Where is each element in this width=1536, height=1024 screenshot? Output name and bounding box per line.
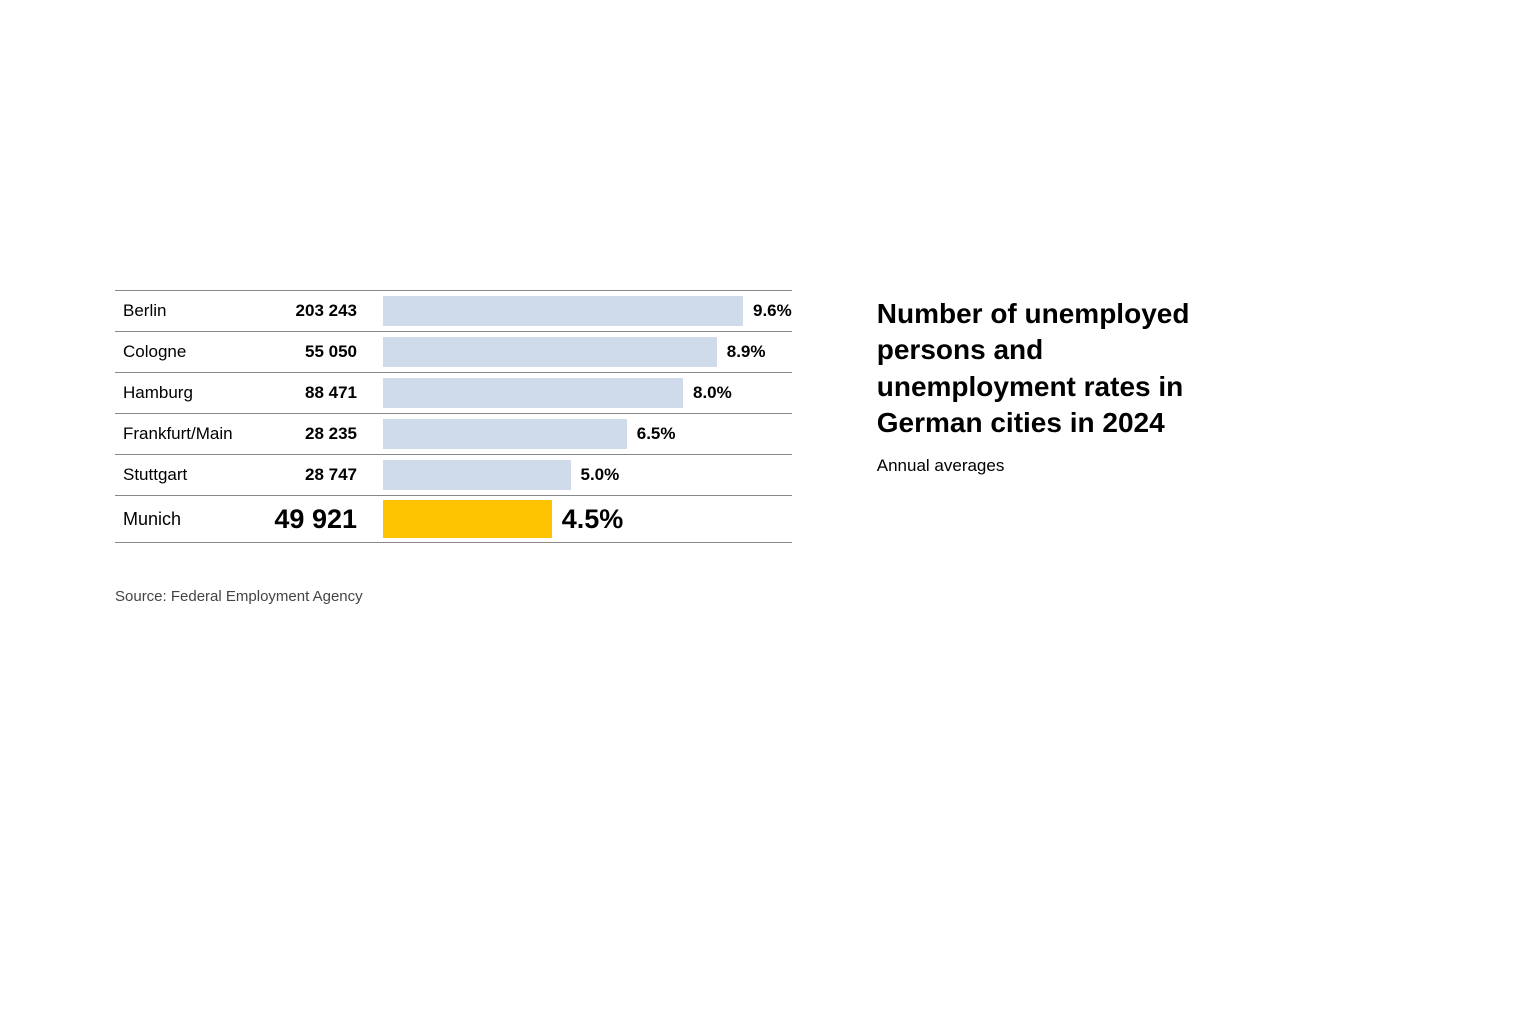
bar-cell: 5.0% — [365, 460, 619, 490]
bar — [383, 378, 683, 408]
bar-cell: 4.5% — [365, 500, 623, 538]
table-row: Berlin203 243 9.6% — [115, 290, 792, 331]
city-label: Stuttgart — [115, 465, 255, 485]
bar-cell: 8.9% — [365, 337, 766, 367]
table-row: Cologne55 050 8.9% — [115, 331, 792, 372]
count-value: 88 471 — [255, 383, 365, 403]
chart-container: Berlin203 243 9.6% Cologne55 050 8.9% Hambur… — [115, 290, 1227, 543]
table-row: Munich49 921 4.5% — [115, 495, 792, 543]
chart-subtitle: Annual averages — [877, 456, 1227, 476]
pct-label: 6.5% — [627, 424, 676, 444]
bar — [383, 419, 627, 449]
bar-chart: Berlin203 243 9.6% Cologne55 050 8.9% Hambur… — [115, 290, 792, 543]
city-label: Frankfurt/Main — [115, 424, 255, 444]
count-value: 28 235 — [255, 424, 365, 444]
city-label: Cologne — [115, 342, 255, 362]
bar-cell: 8.0% — [365, 378, 732, 408]
pct-label: 8.9% — [717, 342, 766, 362]
title-column: Number of unemployed persons and unemplo… — [877, 290, 1227, 543]
count-value: 49 921 — [255, 504, 365, 535]
pct-label: 8.0% — [683, 383, 732, 403]
count-value: 28 747 — [255, 465, 365, 485]
city-label: Berlin — [115, 301, 255, 321]
table-row: Frankfurt/Main28 235 6.5% — [115, 413, 792, 454]
table-row: Stuttgart28 747 5.0% — [115, 454, 792, 495]
bar — [383, 460, 571, 490]
table-row: Hamburg88 471 8.0% — [115, 372, 792, 413]
pct-label: 4.5% — [552, 504, 624, 535]
bar — [383, 296, 743, 326]
bar-cell: 9.6% — [365, 296, 792, 326]
chart-title: Number of unemployed persons and unemplo… — [877, 296, 1227, 442]
bar — [383, 337, 717, 367]
bar — [383, 500, 552, 538]
count-value: 203 243 — [255, 301, 365, 321]
source-label: Source: Federal Employment Agency — [115, 588, 363, 605]
pct-label: 5.0% — [571, 465, 620, 485]
bar-cell: 6.5% — [365, 419, 676, 449]
city-label: Hamburg — [115, 383, 255, 403]
city-label: Munich — [115, 509, 255, 530]
count-value: 55 050 — [255, 342, 365, 362]
pct-label: 9.6% — [743, 301, 792, 321]
